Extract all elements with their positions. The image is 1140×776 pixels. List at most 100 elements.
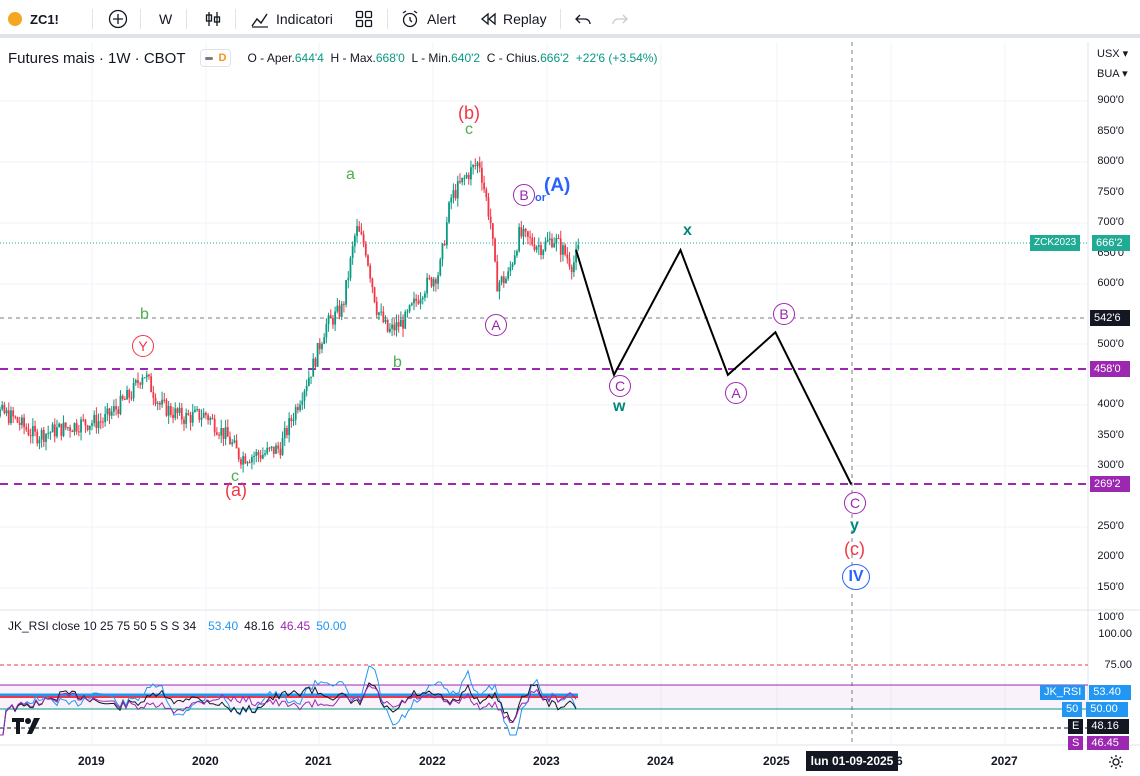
ohlc-l-value: 640'2 [451,51,481,65]
candle-body [478,162,481,168]
candle-body [1,404,4,410]
candle-body [84,419,87,426]
wave-label-C-circle-2025: C [844,492,866,514]
candle-body [34,426,36,432]
candle-body [86,425,89,430]
wave-label-IV-circle: IV [842,564,870,590]
candle-body [159,402,161,405]
candle-body [448,202,450,223]
undo-button[interactable] [573,0,593,38]
rsi-tag-e: E 48.16 [1068,719,1130,734]
candle-body [351,246,354,258]
candle-body [240,459,242,465]
price-tick: 900'0 [1097,94,1124,106]
interval-button[interactable]: W [159,0,172,38]
candle-body [215,432,218,435]
wave-label-B-circle: B [513,184,535,206]
candle-body [417,301,420,304]
currency-selector[interactable]: USX ▾ [1097,48,1129,60]
candle-body [277,445,280,449]
alert-button[interactable]: Alert [400,0,456,38]
candle-body [564,245,567,255]
rsi-value-4: 50.00 [316,619,347,633]
candle-body [349,257,352,279]
redo-button[interactable] [610,0,630,38]
candle-body [459,181,461,183]
candle-body [483,182,485,190]
legend-pill[interactable]: D [199,49,232,67]
candle-body [485,189,488,198]
candle-body [570,266,573,273]
rsi-signal-line [0,682,577,736]
candle-body [498,282,501,292]
candle-body [29,435,32,437]
unit-selector[interactable]: BUA ▾ [1097,68,1128,80]
candle-body [23,417,25,428]
wave-label-A-circle-2022: A [485,314,507,336]
level-458-tag: 458'0 [1090,361,1130,377]
candle-body [345,280,347,305]
candle-body [452,190,455,198]
candle-body [266,447,269,454]
indicators-button[interactable]: Indicatori [250,0,333,38]
settings-button[interactable] [1108,754,1124,775]
grid-icon [355,10,373,28]
rsi-slow-line [0,684,577,736]
wave-label-a-red: (a) [225,480,247,500]
rsi-tag-jkrsi: JK_RSI 53.40 [1040,685,1132,700]
candle-body [325,324,328,338]
candle-body [12,410,15,417]
candle-body [329,315,332,318]
candle-body [62,422,65,436]
candle-body [38,439,41,444]
candle-body [518,227,521,252]
candle-body [139,383,142,385]
candle-body [185,412,188,424]
candle-body [575,248,577,263]
candle-body [180,407,183,420]
projection-path [575,247,853,485]
candle-body [106,408,109,415]
candle-body [172,414,174,418]
candle-body [148,374,150,377]
candle-body [257,452,260,456]
compare-button[interactable] [108,0,128,38]
candle-body [537,245,540,247]
candle-body [77,431,80,433]
candle-body [14,416,17,418]
undo-icon [575,14,591,25]
candle-body [152,392,155,398]
candle-body [386,319,389,332]
candle-body [461,177,464,183]
candle-body [18,422,21,426]
chart-type-button[interactable] [203,0,223,38]
candle-body [119,395,122,414]
wave-label-B-circle-2024: B [773,303,795,325]
candle-body [296,407,299,411]
time-tick-partial: 6 [896,754,903,768]
candle-body [264,453,266,455]
symbol-label: ZC1! [30,11,59,27]
price-tick: 400'0 [1097,398,1124,410]
candle-body [145,374,148,378]
candle-body [220,427,223,436]
candle-body [237,448,240,460]
candle-body [551,238,553,248]
replay-button[interactable]: Replay [478,0,547,38]
candle-body [255,452,258,456]
wave-label-c-2020: c [231,468,239,485]
candle-body [399,319,402,327]
candle-body [520,227,523,237]
candle-body [121,395,124,400]
candle-body [568,258,571,267]
candle-body [64,422,67,428]
candle-body [364,244,367,256]
layouts-button[interactable] [354,0,374,38]
candle-body [71,431,74,433]
candle-body [316,343,319,367]
symbol-search[interactable]: ZC1! [8,0,59,38]
wave-label-x: x [683,222,692,239]
candle-body [80,419,82,433]
rsi-tag-50-value: 50.00 [1086,702,1129,717]
